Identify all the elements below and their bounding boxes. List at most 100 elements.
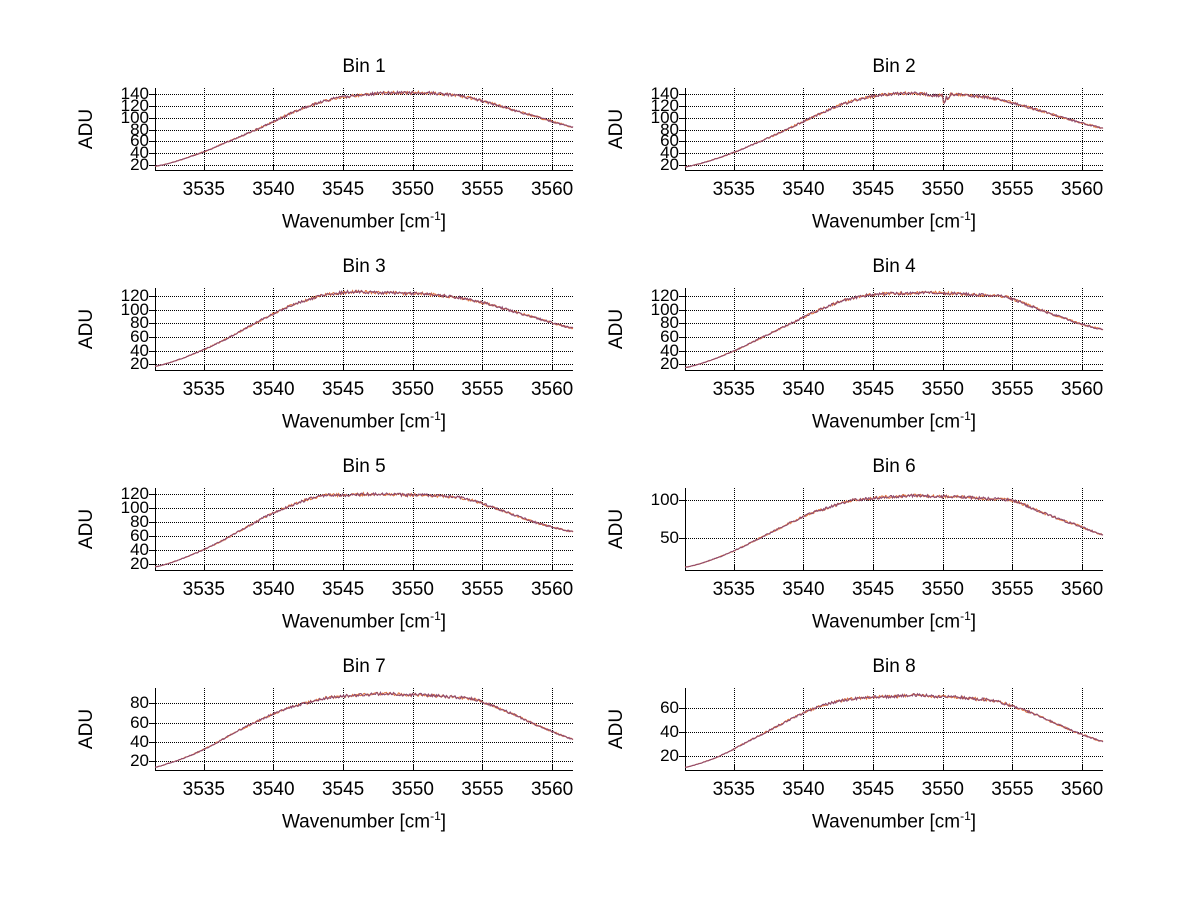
gridline-vertical — [1012, 488, 1014, 571]
x-axis-label-text: Wavenumber [cm — [281, 811, 431, 833]
panel-title: Bin 4 — [872, 256, 916, 277]
x-tick-label: 3550 — [921, 379, 964, 400]
gridline-horizontal — [155, 535, 573, 537]
tick-mark-x — [482, 365, 484, 371]
tick-mark-x — [343, 565, 345, 571]
gridline-horizontal — [155, 153, 573, 155]
panel-title: Bin 7 — [342, 656, 386, 677]
y-tick-label: 60 — [130, 131, 149, 151]
x-tick-label: 3540 — [782, 579, 825, 600]
tick-mark-y — [679, 165, 685, 167]
x-axis-label: Wavenumber [cm-1] — [685, 409, 1103, 433]
gridline-vertical — [1012, 288, 1014, 371]
gridline-vertical — [1012, 688, 1014, 771]
y-axis-label: ADU — [76, 508, 97, 549]
x-axis-label-bracket: ] — [970, 411, 977, 433]
subplot-panel-1: Bin 1 3535 3540 3545 3550 3555 3560 20 40 60 80 100… — [76, 55, 648, 240]
x-axis-label-text: Wavenumber [cm — [811, 611, 961, 633]
y-tick-label: 40 — [130, 732, 149, 752]
gridline-horizontal — [155, 521, 573, 523]
plot-axes — [679, 688, 1103, 771]
tick-mark-y — [149, 153, 155, 155]
tick-mark-x — [942, 365, 944, 371]
x-tick-label: 3545 — [321, 379, 365, 400]
gridline-horizontal — [685, 117, 1103, 119]
tick-mark-y — [679, 707, 685, 709]
tick-mark-y — [149, 105, 155, 107]
x-tick-label: 3545 — [851, 579, 895, 600]
y-tick-label: 40 — [130, 340, 149, 360]
x-axis-label: Wavenumber [cm-1] — [155, 209, 573, 233]
data-traces — [685, 488, 1103, 571]
y-tick-label: 40 — [130, 143, 149, 163]
x-tick-label: 3540 — [252, 179, 295, 200]
tick-mark-x — [873, 565, 875, 571]
x-axis-label-text: Wavenumber [cm — [811, 211, 961, 233]
tick-mark-x — [803, 365, 805, 371]
y-axis-label: ADU — [76, 108, 97, 149]
tick-mark-x — [1012, 165, 1014, 171]
x-tick-label: 3545 — [321, 779, 365, 800]
x-tick-label: 3545 — [851, 179, 895, 200]
x-axis-label: Wavenumber [cm-1] — [685, 809, 1103, 833]
x-axis-label-exponent: -1 — [960, 809, 971, 823]
gridline-vertical — [942, 288, 944, 371]
gridline-horizontal — [685, 538, 1103, 540]
data-traces — [685, 88, 1103, 171]
trace-line-trace-b — [685, 291, 1103, 367]
subplot-panel-3: Bin 3 3535 3540 3545 3550 3555 3560 20 40 60 80 100… — [76, 255, 648, 440]
tick-mark-y — [149, 364, 155, 366]
x-axis-label-exponent: -1 — [960, 609, 971, 623]
tick-mark-x — [273, 365, 275, 371]
x-axis-label-text: Wavenumber [cm — [811, 811, 961, 833]
x-axis-label-bracket: ] — [440, 611, 447, 633]
y-tick-label: 120 — [120, 483, 149, 503]
tick-mark-y — [149, 93, 155, 95]
tick-mark-x — [1082, 765, 1084, 771]
gridline-vertical — [1012, 88, 1014, 171]
tick-mark-x — [733, 165, 735, 171]
gridline-vertical — [552, 688, 554, 771]
y-tick-label: 20 — [660, 155, 679, 175]
tick-mark-x — [803, 565, 805, 571]
tick-mark-y — [679, 105, 685, 107]
data-traces — [155, 688, 573, 771]
y-tick-label: 80 — [130, 119, 149, 139]
tick-mark-x — [343, 765, 345, 771]
gridline-vertical — [482, 88, 484, 171]
tick-mark-x — [203, 765, 205, 771]
gridline-horizontal — [685, 129, 1103, 131]
tick-mark-x — [942, 765, 944, 771]
y-tick-labels: 50 100 — [629, 488, 679, 571]
tick-mark-x — [1082, 565, 1084, 571]
trace-line-trace-a — [155, 91, 573, 166]
gridline-vertical — [733, 288, 735, 371]
y-tick-label: 40 — [660, 340, 679, 360]
y-tick-label: 20 — [130, 155, 149, 175]
gridline-horizontal — [155, 761, 573, 763]
y-tick-label: 40 — [130, 539, 149, 559]
tick-mark-x — [343, 165, 345, 171]
gridline-vertical — [873, 488, 875, 571]
gridline-vertical — [873, 688, 875, 771]
x-axis-label-exponent: -1 — [960, 409, 971, 423]
x-tick-label: 3535 — [182, 579, 225, 600]
gridline-horizontal — [685, 707, 1103, 709]
x-axis-label-bracket: ] — [970, 211, 977, 233]
tick-mark-y — [679, 756, 685, 758]
x-tick-label: 3540 — [252, 779, 295, 800]
tick-mark-x — [1082, 365, 1084, 371]
tick-mark-x — [273, 765, 275, 771]
y-tick-label: 20 — [660, 354, 679, 374]
trace-line-trace-b — [155, 91, 573, 166]
tick-mark-x — [203, 165, 205, 171]
tick-mark-x — [1012, 565, 1014, 571]
gridline-vertical — [942, 688, 944, 771]
tick-mark-y — [679, 153, 685, 155]
y-axis-label: ADU — [606, 508, 627, 549]
gridline-vertical — [1082, 688, 1084, 771]
tick-mark-x — [1012, 765, 1014, 771]
tick-mark-y — [149, 521, 155, 523]
gridline-vertical — [412, 288, 414, 371]
x-tick-label: 3560 — [1060, 179, 1104, 200]
